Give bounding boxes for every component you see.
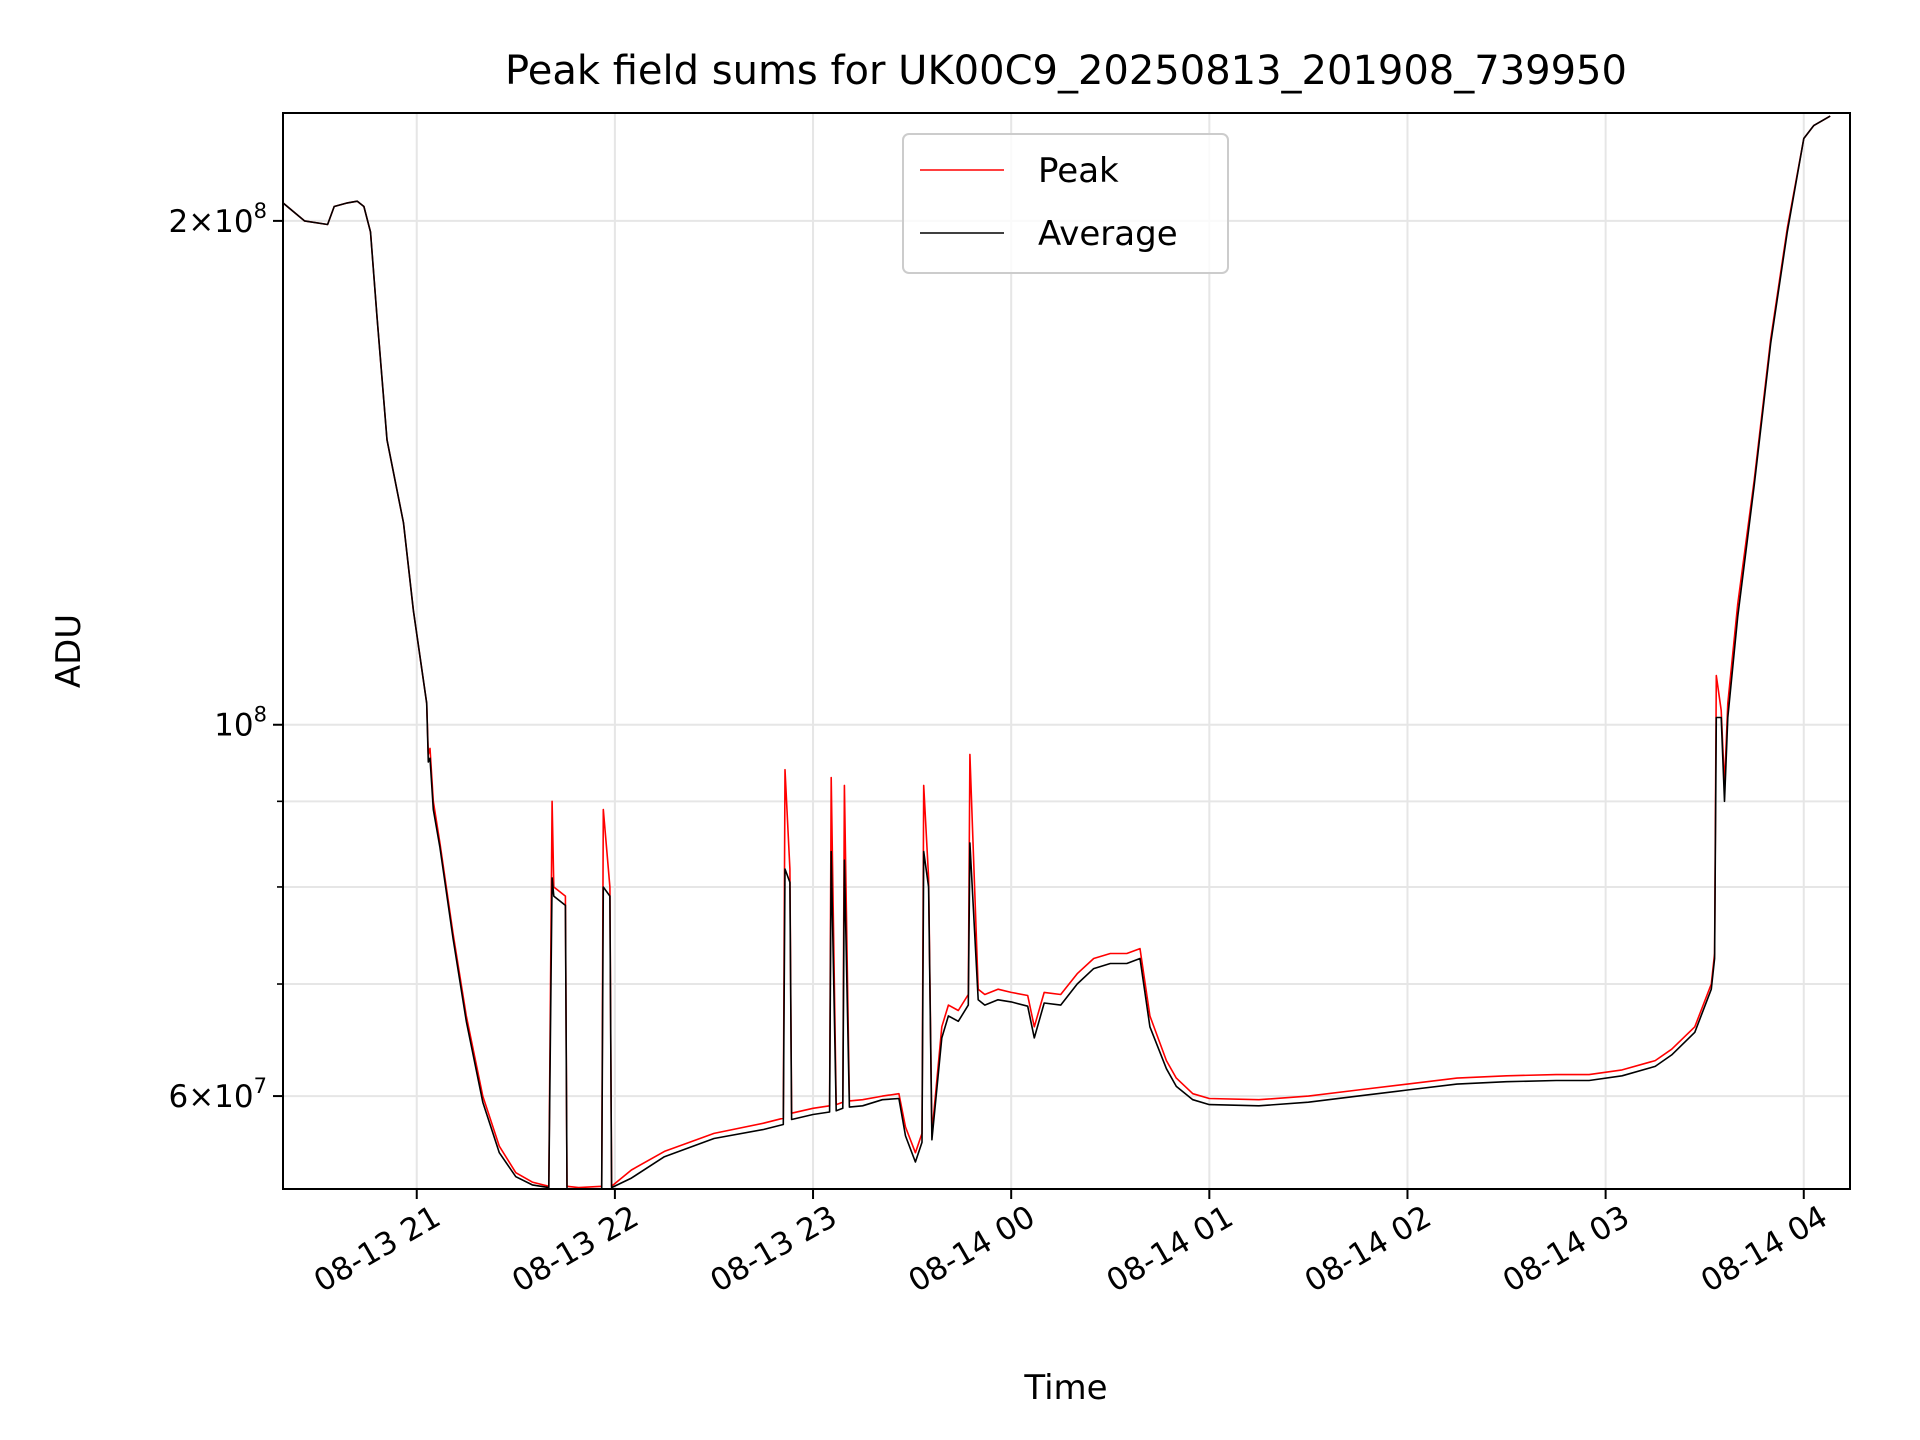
x-axis-label: Time (1023, 1368, 1107, 1408)
y-axis-label: ADU (49, 614, 89, 688)
y-tick-label: 6×107 (168, 1074, 267, 1115)
legend-label-peak: Peak (1038, 151, 1119, 191)
y-tick-label: 108 (214, 703, 267, 744)
legend-label-average: Average (1038, 214, 1178, 254)
chart-title: Peak field sums for UK00C9_20250813_2019… (505, 48, 1627, 94)
y-tick-label: 2×108 (168, 199, 267, 240)
series-line-average (283, 115, 1831, 1189)
plot-frame (282, 112, 1851, 1190)
plot-lines (283, 115, 1831, 1189)
y-axis: 6×107 108 2×108 (168, 199, 283, 1115)
legend-box (902, 133, 1229, 274)
legend: Peak Average (902, 133, 1229, 274)
